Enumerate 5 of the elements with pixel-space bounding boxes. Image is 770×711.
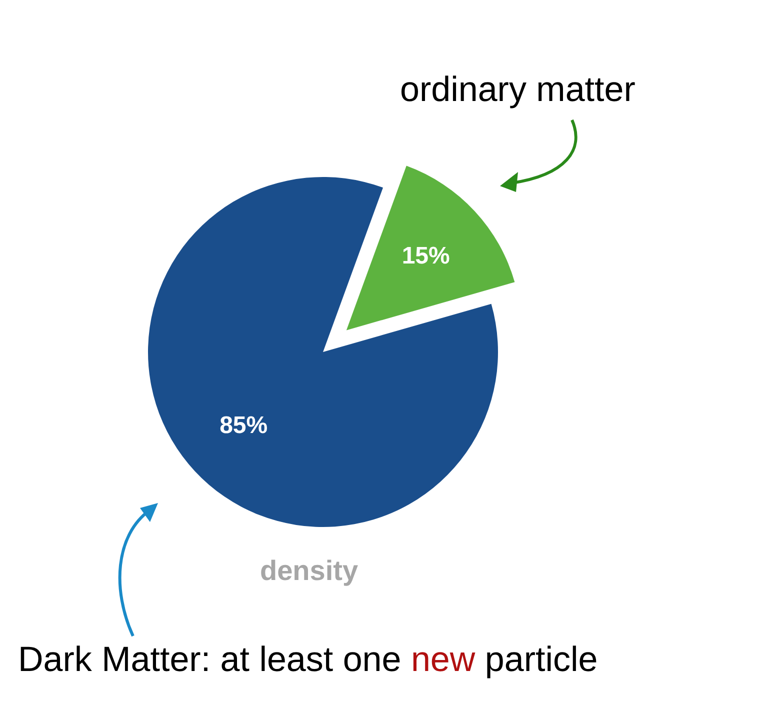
slice-label: Dark Matter: at least one new particle [18,640,598,679]
data-label: 85% [220,412,268,439]
text: density [260,555,358,587]
slice-label: ordinary matter [400,70,636,110]
data-label: 15% [402,242,450,270]
